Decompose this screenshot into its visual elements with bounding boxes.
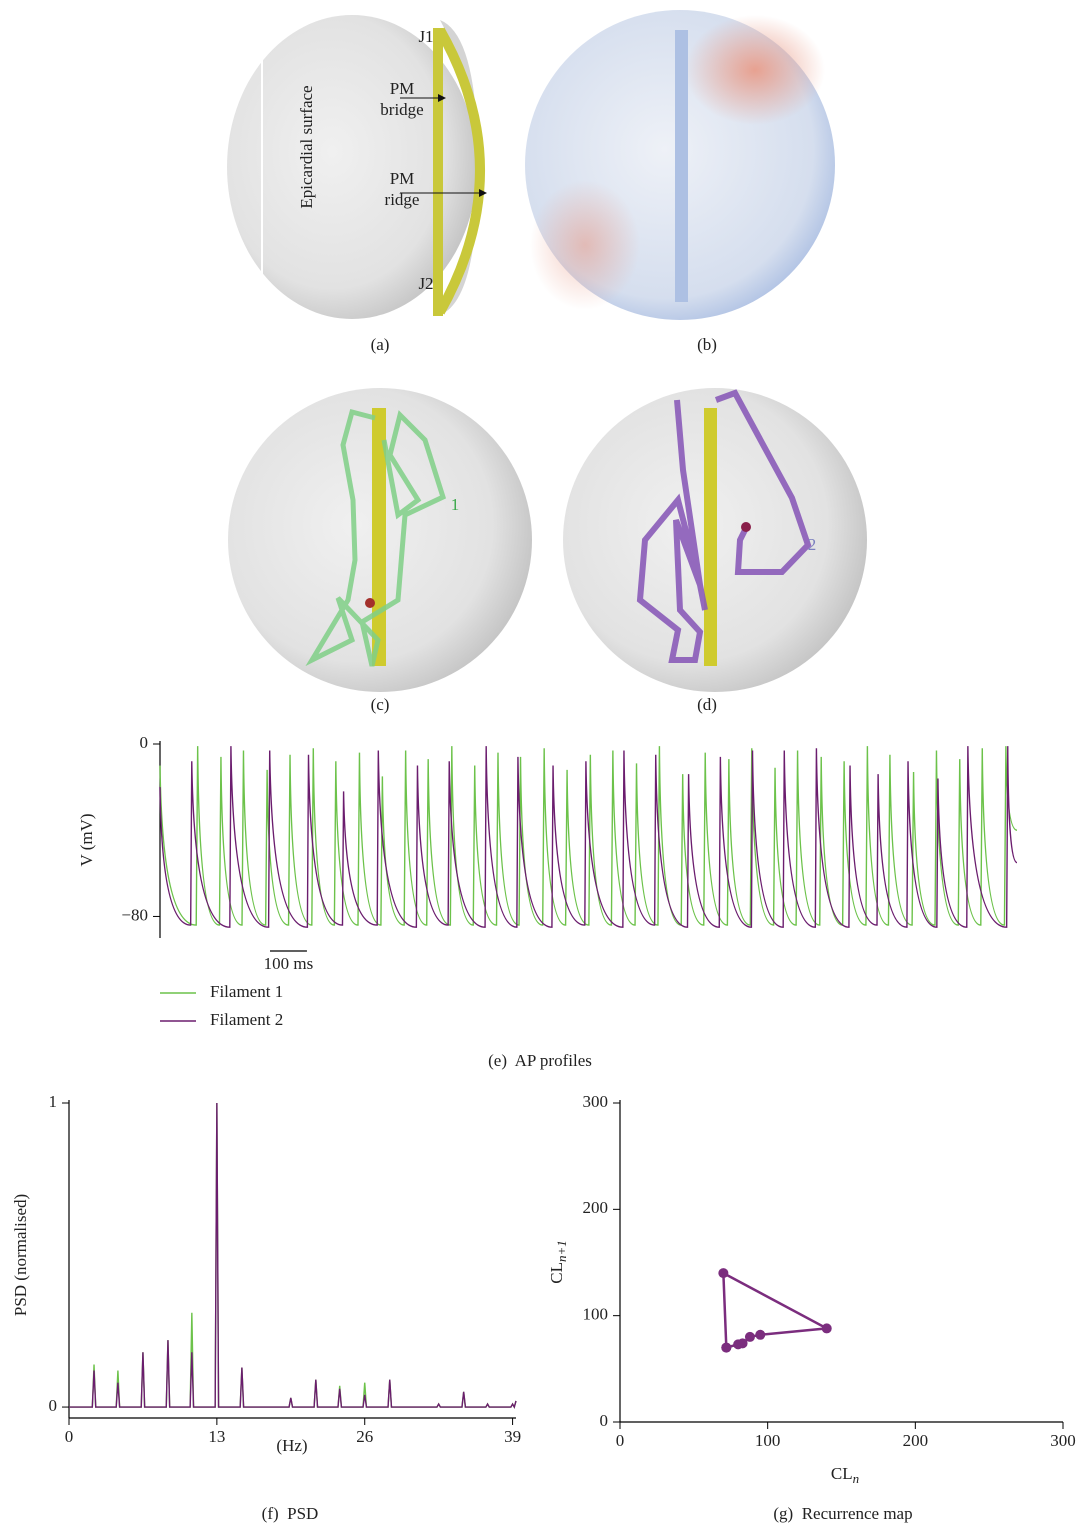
x-tick-label: 0 [616,1431,625,1450]
connector [723,1273,826,1347]
panel-a: J1 J2 PM bridge PM ridge Epicardial surf… [227,15,486,354]
x-tick-label: 0 [65,1427,74,1446]
y-axis-label: CLn+1 [547,1240,569,1284]
x-tick-label: 300 [1050,1431,1076,1450]
filament-label: 1 [451,495,460,514]
label: J2 [418,274,433,293]
legend-label: Filament 2 [210,1010,283,1029]
x-tick-label: 200 [903,1431,929,1450]
label: J1 [418,27,433,46]
caption: (d) [697,695,717,714]
y-tick-label: 200 [583,1198,609,1217]
x-tick-label: 39 [504,1427,521,1446]
label: PM [390,79,415,98]
y-tick-label: 100 [583,1305,609,1324]
label-subscript: n+1 [554,1240,569,1262]
panel-d: 2 (d) [563,388,867,714]
y-tick-label: 1 [49,1092,58,1111]
label: bridge [380,100,423,119]
panel-b: (b) [525,10,835,354]
legend-label: Filament 1 [210,982,283,1001]
patch [530,180,640,310]
caption: (g) Recurrence map [773,1504,912,1523]
point [745,1332,755,1342]
data-line [69,1103,516,1407]
start-point [741,522,751,532]
x-tick-label: 13 [208,1427,225,1446]
caption: (c) [371,695,390,714]
x-axis-label: CLn [831,1464,859,1486]
label: PM [390,169,415,188]
label-text: V (mV) [77,813,96,866]
y-tick-label: −80 [121,905,148,924]
label-subscript: n [853,1471,860,1486]
label: Epicardial surface [297,85,316,208]
start-point [365,598,375,608]
caption: (a) [371,335,390,354]
filament-label: 2 [808,535,817,554]
y-tick-label: 0 [49,1396,58,1415]
x-tick-label: 100 [755,1431,781,1450]
pm-bridge [675,30,688,302]
y-axis-label: V (mV) [77,813,96,866]
y-tick-label: 0 [600,1411,609,1430]
caption: (b) [697,335,717,354]
patch [685,15,825,125]
scale-bar-label: 100 ms [264,954,314,973]
y-tick-label: 300 [583,1092,609,1111]
label-text: PSD (normalised) [11,1194,30,1316]
caption: (f) PSD [262,1504,319,1523]
x-tick-label: 26 [356,1427,373,1446]
label-text: (Hz) [276,1436,307,1455]
y-tick-label: 0 [140,733,149,752]
panel-c: 1 (c) [228,388,532,714]
point [718,1268,728,1278]
label-text: CL [547,1262,566,1284]
point [721,1343,731,1353]
data-line [69,1103,516,1407]
label: ridge [385,190,420,209]
figure: J1 J2 PM bridge PM ridge Epicardial surf… [0,0,1083,1530]
caption: (e) AP profiles [488,1051,592,1070]
pm-bridge [433,28,443,316]
label-text: CL [831,1464,853,1483]
y-axis-label: PSD (normalised) [11,1194,30,1316]
pm-bridge [704,408,717,666]
point [755,1330,765,1340]
x-axis-label: (Hz) [276,1436,307,1455]
point [822,1323,832,1333]
